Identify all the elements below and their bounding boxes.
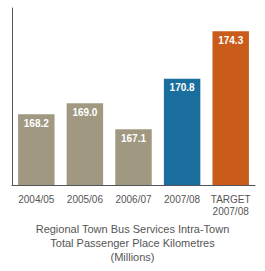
svg-text:2004/05: 2004/05 <box>18 194 55 205</box>
svg-text:170.8: 170.8 <box>170 82 195 93</box>
svg-text:2007/08: 2007/08 <box>164 194 201 205</box>
svg-text:Regional Town Bus Services Int: Regional Town Bus Services Intra-Town <box>36 223 230 235</box>
svg-text:174.3: 174.3 <box>218 35 243 46</box>
svg-text:2006/07: 2006/07 <box>115 194 152 205</box>
svg-text:167.1: 167.1 <box>121 133 146 144</box>
svg-text:2007/08: 2007/08 <box>213 206 250 217</box>
svg-text:TARGET: TARGET <box>211 194 251 205</box>
svg-text:168.2: 168.2 <box>24 118 49 129</box>
svg-text:169.0: 169.0 <box>72 107 97 118</box>
svg-text:Total Passenger Place Kilometr: Total Passenger Place Kilometres <box>50 237 215 249</box>
svg-text:2005/06: 2005/06 <box>67 194 104 205</box>
svg-text:(Millions): (Millions) <box>111 251 155 263</box>
